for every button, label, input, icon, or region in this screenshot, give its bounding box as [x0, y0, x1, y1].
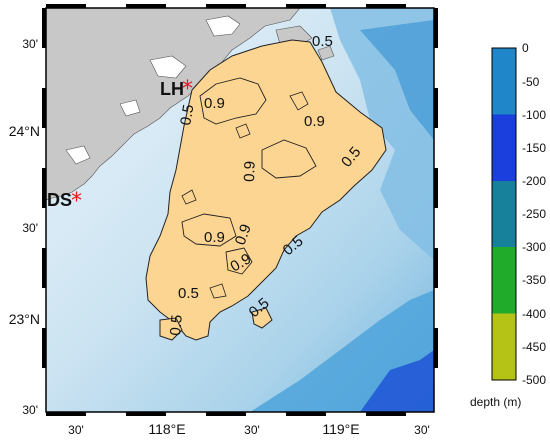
colorbar-tick: -100: [522, 108, 546, 122]
lat-label: 30': [22, 37, 38, 51]
colorbar-tick: -150: [522, 141, 546, 155]
station-marker-ds: *: [71, 189, 82, 214]
study-region: [145, 39, 387, 341]
contour-label: 0.9: [204, 95, 225, 112]
contour-small-2: [235, 123, 251, 139]
colorbar-tick: -250: [522, 207, 546, 221]
lon-label: 118°E: [148, 421, 185, 437]
study-region-islet-2: [251, 307, 273, 329]
contour-0.9-small: [225, 247, 253, 275]
contour-label: 0.9: [204, 229, 225, 246]
lat-label: 30': [22, 221, 38, 235]
colorbar-tick: -350: [522, 273, 546, 287]
colorbar-tick: -450: [522, 340, 546, 354]
colorbar-tick: -300: [522, 240, 546, 254]
contour-label: 0.9: [304, 113, 325, 130]
bay-inlet-1: [205, 15, 241, 37]
contour-label: 0.9: [232, 222, 255, 247]
colorbar-tick: -400: [522, 307, 546, 321]
station-label-ds: DS: [47, 190, 72, 210]
mainland-coast: [46, 8, 301, 201]
contour-label: 0.5: [167, 314, 186, 336]
deepest-water-south: [360, 350, 434, 412]
colorbar-tick: -200: [522, 174, 546, 188]
map-panel: 0.5 0.5 0.9 0.9 0.9 0.9 0.5 0.9 0.9 0.5 …: [46, 8, 434, 412]
lon-label: 119°E: [322, 421, 359, 437]
colorbar-tick: 0: [522, 41, 529, 55]
colorbar-title: depth (m): [470, 395, 521, 409]
lat-label: 23°N: [9, 311, 40, 327]
contour-label: 0.5: [178, 285, 199, 302]
deep-water-northeast: [360, 20, 434, 140]
contour-0.9-center: [261, 139, 317, 179]
bay-inlet-2: [149, 55, 187, 79]
island-2: [317, 45, 335, 61]
contour-small-1: [289, 91, 309, 111]
bay-inlet-3: [119, 99, 141, 117]
contour-small-3: [181, 189, 197, 205]
contour-label: 0.5: [312, 33, 333, 50]
colorbar-scale: [491, 47, 517, 381]
lon-label: 30': [68, 423, 84, 437]
lat-label: 30': [22, 403, 38, 417]
contour-label: 0.9: [241, 161, 259, 182]
colorbar-tick: -500: [522, 373, 546, 387]
contour-0.9-north: [199, 77, 267, 125]
station-marker-lh: *: [182, 77, 193, 102]
contour-label: 0.5: [177, 103, 197, 126]
station-label-lh: LH: [160, 79, 184, 99]
depth-colorbar: 0 -50 -100 -150 -200 -250 -300 -350 -400…: [470, 41, 546, 409]
bay-inlet-4: [65, 145, 91, 165]
lat-label: 24°N: [9, 123, 40, 139]
lon-label: 30': [414, 423, 430, 437]
study-region-islet-1: [159, 317, 183, 341]
lon-label: 30': [244, 423, 260, 437]
frame-ticks: [42, 4, 438, 416]
colorbar-tick: -50: [522, 75, 540, 89]
contour-small-4: [209, 283, 227, 299]
contour-0.9-south: [181, 213, 237, 247]
